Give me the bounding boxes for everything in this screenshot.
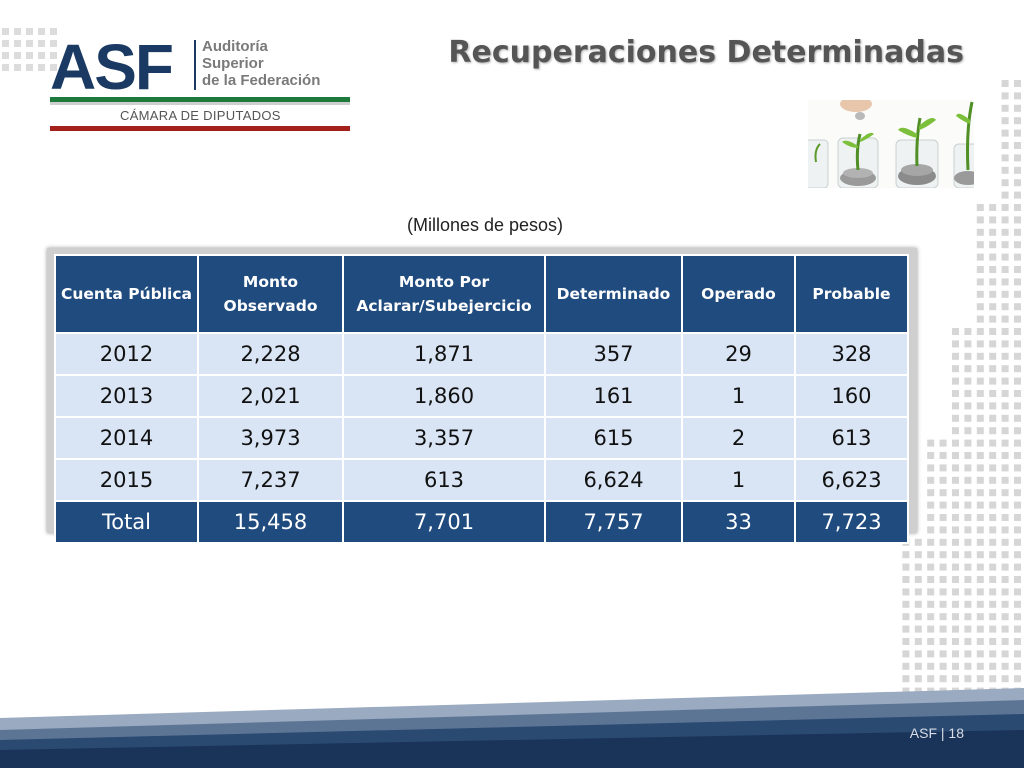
table-cell: 328 xyxy=(794,332,909,376)
table-cell: 6,624 xyxy=(544,458,683,502)
table-cell: 1,860 xyxy=(342,374,546,418)
table-cell: 7,237 xyxy=(197,458,344,502)
total-cell: 7,757 xyxy=(544,500,683,544)
header-operado: Operado xyxy=(681,254,796,334)
logo-gray-stripe xyxy=(50,102,350,105)
table-row: 2013 2,021 1,860 161 1 160 xyxy=(54,374,909,418)
footer-band xyxy=(0,688,1024,768)
recoveries-table: Cuenta Pública Monto Observado Monto Por… xyxy=(54,254,909,544)
table-cell: 3,357 xyxy=(342,416,546,460)
header-cuenta-publica: Cuenta Pública xyxy=(54,254,199,334)
table-row: 2014 3,973 3,357 615 2 613 xyxy=(54,416,909,460)
logo-line-3: de la Federación xyxy=(202,72,321,89)
logo-green-stripe xyxy=(50,97,350,102)
table-cell: 160 xyxy=(794,374,909,418)
total-cell: 7,723 xyxy=(794,500,909,544)
header-probable: Probable xyxy=(794,254,909,334)
table-cell: 357 xyxy=(544,332,683,376)
logo-text: Auditoría Superior de la Federación xyxy=(202,38,320,89)
logo-line-1: Auditoría xyxy=(202,38,268,55)
slide-number: ASF | 18 xyxy=(909,725,964,741)
page-title: Recuperaciones Determinadas xyxy=(448,35,964,70)
table-cell: 6,623 xyxy=(794,458,909,502)
units-caption: (Millones de pesos) xyxy=(406,215,564,235)
table-cell: 1 xyxy=(681,374,796,418)
table-cell: 615 xyxy=(544,416,683,460)
table-cell: 2,228 xyxy=(197,332,344,376)
table-cell: 2015 xyxy=(54,458,199,502)
table-cell: 2 xyxy=(681,416,796,460)
total-cell: 33 xyxy=(681,500,796,544)
table-cell: 1 xyxy=(681,458,796,502)
logo-separator xyxy=(194,40,196,90)
table-cell: 161 xyxy=(544,374,683,418)
table-cell: 2013 xyxy=(54,374,199,418)
table-total-row: Total 15,458 7,701 7,757 33 7,723 xyxy=(54,500,909,544)
table-row: 2012 2,228 1,871 357 29 328 xyxy=(54,332,909,376)
logo-chamber: CÁMARA DE DIPUTADOS xyxy=(120,108,281,123)
total-cell: 7,701 xyxy=(342,500,546,544)
table-cell: 613 xyxy=(342,458,546,502)
table-cell: 3,973 xyxy=(197,416,344,460)
table-cell: 29 xyxy=(681,332,796,376)
coin-jars-photo xyxy=(808,100,974,188)
logo-mark: ASF xyxy=(50,31,174,103)
table-row: 2015 7,237 613 6,624 1 6,623 xyxy=(54,458,909,502)
table-header-row: Cuenta Pública Monto Observado Monto Por… xyxy=(54,254,909,334)
header-monto-observado: Monto Observado xyxy=(197,254,344,334)
logo-red-stripe xyxy=(50,126,350,131)
header-determinado: Determinado xyxy=(544,254,683,334)
data-table-frame: Cuenta Pública Monto Observado Monto Por… xyxy=(47,248,917,544)
header-monto-por-aclarar: Monto Por Aclarar/Subejercicio xyxy=(342,254,546,334)
table-cell: 1,871 xyxy=(342,332,546,376)
table-cell: 2,021 xyxy=(197,374,344,418)
asf-logo: ASF Auditoría Superior de la Federación … xyxy=(50,31,355,138)
total-cell: Total xyxy=(54,500,199,544)
table-cell: 2012 xyxy=(54,332,199,376)
total-cell: 15,458 xyxy=(197,500,344,544)
table-cell: 2014 xyxy=(54,416,199,460)
logo-line-2: Superior xyxy=(202,55,264,72)
table-cell: 613 xyxy=(794,416,909,460)
